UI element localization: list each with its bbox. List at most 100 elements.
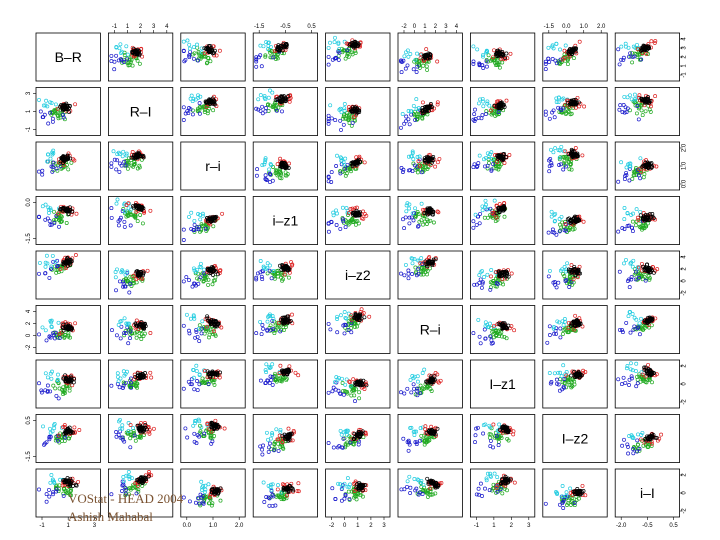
data-point	[554, 41, 559, 46]
data-point	[561, 167, 566, 172]
data-point	[114, 333, 119, 338]
data-point	[480, 208, 485, 213]
data-point	[419, 108, 424, 113]
data-point	[222, 426, 227, 431]
data-point	[337, 47, 342, 52]
panel-0-1	[108, 32, 174, 82]
data-point	[280, 163, 285, 168]
data-point	[333, 118, 338, 123]
data-point	[409, 390, 414, 395]
data-point	[632, 54, 637, 59]
data-point	[649, 39, 654, 44]
data-point	[547, 371, 552, 375]
data-point	[414, 107, 419, 112]
data-point	[478, 211, 483, 216]
panel-5-8	[614, 305, 681, 354]
data-point	[630, 60, 635, 65]
data-point	[138, 213, 143, 217]
data-point	[412, 211, 417, 216]
data-point	[616, 229, 621, 234]
data-point	[328, 327, 333, 332]
data-point	[207, 48, 212, 53]
panel-frame	[397, 196, 463, 245]
data-point	[196, 227, 201, 232]
data-point	[563, 102, 567, 107]
data-point	[415, 60, 420, 64]
data-point	[54, 166, 59, 171]
data-point	[126, 421, 131, 425]
data-point	[494, 99, 499, 104]
data-point	[258, 378, 263, 383]
data-point	[482, 275, 487, 279]
data-point	[186, 111, 191, 116]
data-point	[62, 158, 67, 163]
data-point	[477, 273, 482, 278]
data-point	[45, 216, 50, 221]
data-point	[114, 288, 118, 293]
data-point	[495, 51, 500, 56]
panel-2-5	[397, 141, 463, 191]
data-point	[421, 222, 425, 227]
data-point	[508, 51, 513, 56]
data-point	[503, 55, 508, 60]
data-point	[339, 158, 344, 163]
data-point	[340, 376, 344, 381]
panel-3-3: i–z1	[252, 196, 318, 245]
data-point	[196, 212, 201, 216]
data-point	[279, 176, 284, 181]
data-point	[45, 375, 50, 380]
data-point	[549, 214, 554, 219]
data-point	[50, 116, 55, 121]
data-point	[581, 219, 586, 224]
data-point	[141, 206, 146, 211]
panel-4-7	[542, 250, 608, 300]
data-point	[131, 46, 136, 51]
data-point	[339, 162, 344, 167]
data-point	[480, 63, 485, 68]
data-point	[199, 331, 204, 336]
data-point	[477, 153, 482, 158]
data-point	[192, 51, 197, 56]
data-point	[194, 363, 199, 368]
data-point	[477, 61, 482, 66]
data-point	[481, 99, 485, 104]
data-point	[504, 98, 509, 103]
data-point	[489, 268, 494, 272]
data-point	[566, 152, 571, 156]
data-point	[206, 108, 210, 113]
data-point	[189, 210, 194, 215]
data-point	[272, 276, 277, 281]
data-point	[406, 109, 411, 113]
data-point	[490, 55, 495, 60]
data-point	[54, 214, 59, 218]
data-point	[502, 214, 507, 219]
data-point	[489, 108, 493, 113]
data-point	[492, 48, 496, 53]
data-point	[357, 390, 362, 395]
data-point	[49, 101, 54, 105]
data-point	[326, 121, 331, 126]
data-point	[342, 106, 347, 111]
data-point	[424, 222, 429, 226]
data-point	[403, 215, 408, 220]
panel-frame	[180, 250, 246, 300]
data-point	[428, 218, 433, 223]
data-point	[637, 332, 642, 337]
data-point	[112, 157, 117, 162]
data-point	[326, 390, 331, 395]
data-point	[204, 46, 209, 51]
data-point	[335, 317, 340, 321]
data-point	[554, 96, 559, 101]
data-point	[283, 44, 288, 49]
data-point	[204, 104, 209, 109]
data-point	[631, 258, 636, 263]
data-point	[195, 388, 200, 393]
data-point	[118, 336, 123, 341]
data-point	[424, 47, 429, 52]
data-point	[624, 257, 628, 262]
panel-3-0	[35, 196, 101, 245]
data-point	[496, 110, 501, 115]
data-point	[561, 323, 566, 328]
data-point	[485, 163, 490, 168]
data-point	[548, 157, 553, 161]
